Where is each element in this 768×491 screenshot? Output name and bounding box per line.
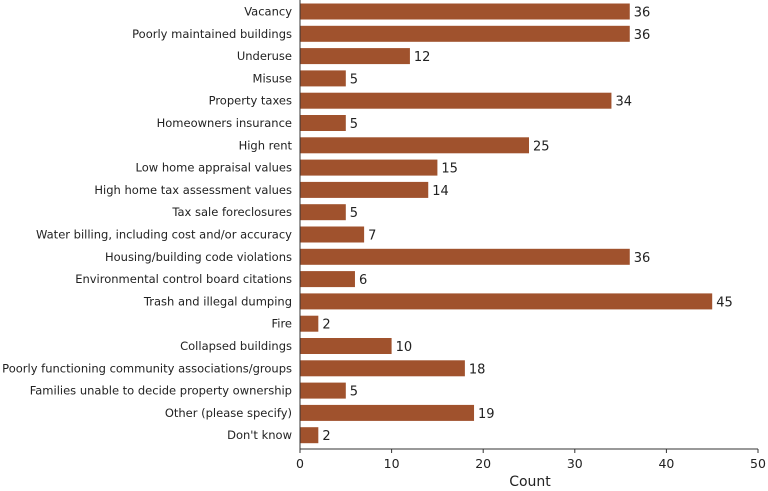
category-label: Property taxes xyxy=(209,94,292,108)
bar xyxy=(300,248,630,265)
x-tick-label: 40 xyxy=(658,456,674,471)
category-label: Don't know xyxy=(227,428,292,442)
category-label: Families unable to decide property owner… xyxy=(30,384,292,398)
bar xyxy=(300,204,346,221)
bars-group xyxy=(300,3,713,444)
category-labels-group: Vacancy Poorly maintained buildings Underu… xyxy=(2,5,292,443)
value-label: 19 xyxy=(478,407,495,422)
category-label: Misuse xyxy=(253,71,292,85)
bar xyxy=(300,226,365,243)
bar xyxy=(300,181,429,198)
bar xyxy=(300,159,438,176)
bar xyxy=(300,3,630,20)
category-label: Housing/building code violations xyxy=(105,250,292,264)
category-label: Water billing, including cost and/or acc… xyxy=(36,228,292,242)
category-label: Homeowners insurance xyxy=(157,116,292,130)
category-label: Tax sale foreclosures xyxy=(171,205,292,219)
bar xyxy=(300,70,346,87)
bar xyxy=(300,427,319,444)
bar xyxy=(300,92,612,109)
x-tick-label: 0 xyxy=(296,456,304,471)
x-tick-label: 20 xyxy=(475,456,491,471)
bar xyxy=(300,360,465,377)
category-label: High rent xyxy=(239,138,293,152)
value-label: 7 xyxy=(368,229,376,244)
category-label: High home tax assessment values xyxy=(94,183,292,197)
bar xyxy=(300,315,319,332)
category-label: Poorly maintained buildings xyxy=(132,27,292,41)
bar xyxy=(300,404,475,421)
value-label: 36 xyxy=(634,28,651,43)
x-tick-label: 30 xyxy=(567,456,583,471)
value-label: 14 xyxy=(432,184,449,199)
category-label: Fire xyxy=(271,317,292,331)
value-label: 5 xyxy=(350,117,358,132)
value-label: 6 xyxy=(359,273,367,288)
bar xyxy=(300,338,392,354)
value-label: 10 xyxy=(396,340,413,355)
bar xyxy=(300,382,346,399)
value-label: 18 xyxy=(469,362,486,377)
category-label: Environmental control board citations xyxy=(75,272,292,286)
bar xyxy=(300,48,410,65)
value-label: 34 xyxy=(615,95,632,110)
x-tick-label: 50 xyxy=(750,456,766,471)
value-label: 45 xyxy=(716,295,733,310)
value-label: 5 xyxy=(350,206,358,221)
bar xyxy=(300,137,529,154)
category-label: Vacancy xyxy=(244,5,292,19)
value-label: 2 xyxy=(322,429,330,444)
bar xyxy=(300,115,346,131)
x-ticks-group: 0 10 20 30 40 50 xyxy=(296,449,766,471)
category-label: Low home appraisal values xyxy=(136,161,292,175)
x-tick-label: 10 xyxy=(384,456,400,471)
value-label: 36 xyxy=(634,251,651,266)
value-label: 15 xyxy=(441,162,458,177)
category-label: Underuse xyxy=(237,49,292,63)
value-label: 25 xyxy=(533,139,550,154)
bar xyxy=(300,293,713,310)
value-label: 36 xyxy=(634,6,651,21)
bar xyxy=(300,25,630,42)
category-label: Poorly functioning community association… xyxy=(2,361,292,375)
category-label: Collapsed buildings xyxy=(180,339,292,353)
category-label: Other (please specify) xyxy=(165,406,292,420)
bar xyxy=(300,271,355,288)
x-axis-title: Count xyxy=(509,474,551,490)
category-label: Trash and illegal dumping xyxy=(143,294,292,308)
value-label: 2 xyxy=(322,318,330,333)
value-label: 5 xyxy=(350,72,358,87)
value-label: 12 xyxy=(414,50,431,65)
value-label: 5 xyxy=(350,385,358,400)
